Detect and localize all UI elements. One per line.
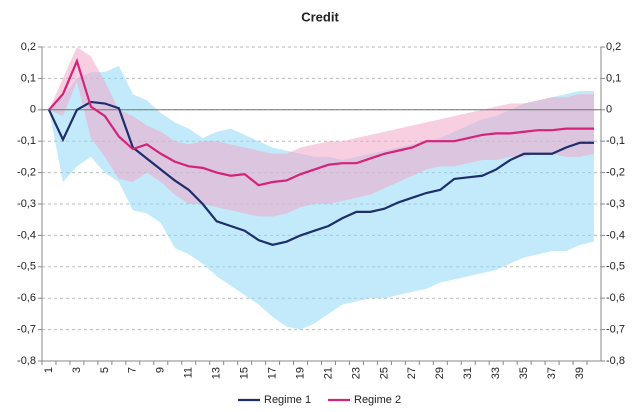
y-tick-label: 0,1	[21, 72, 36, 84]
line-series	[48, 57, 595, 187]
y2-tick-label: -0,7	[606, 324, 625, 336]
y-tick-label: -0,7	[17, 324, 36, 336]
y2-tick-label: 0,1	[606, 72, 621, 84]
x-tick-label: 37	[546, 367, 558, 379]
x-tick-label: 25	[378, 367, 390, 379]
y2-tick-label: -0,6	[606, 292, 625, 304]
x-tick-label: 29	[434, 367, 446, 379]
y-tick-label: 0,2	[21, 41, 36, 53]
y-tick-label: 0	[30, 104, 36, 116]
y2-tick-label: -0,3	[606, 198, 625, 210]
confidence-band	[48, 47, 595, 217]
x-tick-label: 39	[574, 367, 586, 379]
x-tick-label: 3	[71, 367, 83, 373]
x-tick-label: 35	[518, 367, 530, 379]
y2-tick-label: 0,2	[606, 41, 621, 53]
y-tick-label: -0,8	[17, 355, 36, 367]
chart-title: Credit	[301, 9, 339, 24]
x-tick-label: 11	[183, 367, 195, 378]
y2-tick-label: -0,1	[606, 135, 625, 147]
y2-tick-label: -0,2	[606, 167, 625, 179]
y-tick-label: -0,5	[17, 261, 36, 273]
x-tick-label: 5	[99, 367, 111, 373]
y-tick-label: -0,6	[17, 292, 36, 304]
y-tick-label: -0,3	[17, 198, 36, 210]
y-tick-label: -0,2	[17, 167, 36, 179]
line-series	[47, 100, 595, 246]
y2-tick-label: -0,8	[606, 355, 625, 367]
x-tick-label: 19	[294, 367, 306, 379]
y2-tick-label: 0	[606, 104, 612, 116]
legend-label: Regime 1	[264, 394, 311, 406]
y2-tick-label: -0,5	[606, 261, 625, 273]
x-tick-label: 27	[406, 367, 418, 379]
x-tick-label: 21	[322, 367, 334, 379]
x-tick-label: 9	[155, 367, 167, 373]
x-tick-label: 13	[211, 367, 223, 379]
y2-tick-label: -0,4	[606, 229, 625, 241]
x-tick-label: 33	[490, 367, 502, 379]
x-tick-label: 7	[127, 367, 139, 373]
x-tick-label: 15	[239, 367, 251, 379]
x-tick-label: 17	[266, 367, 278, 379]
legend-label: Regime 2	[354, 394, 401, 406]
y-tick-label: -0,1	[17, 135, 36, 147]
x-tick-label: 23	[350, 367, 362, 379]
y-tick-label: -0,4	[17, 229, 36, 241]
x-tick-label: 1	[43, 367, 55, 373]
x-tick-label: 31	[462, 367, 474, 379]
